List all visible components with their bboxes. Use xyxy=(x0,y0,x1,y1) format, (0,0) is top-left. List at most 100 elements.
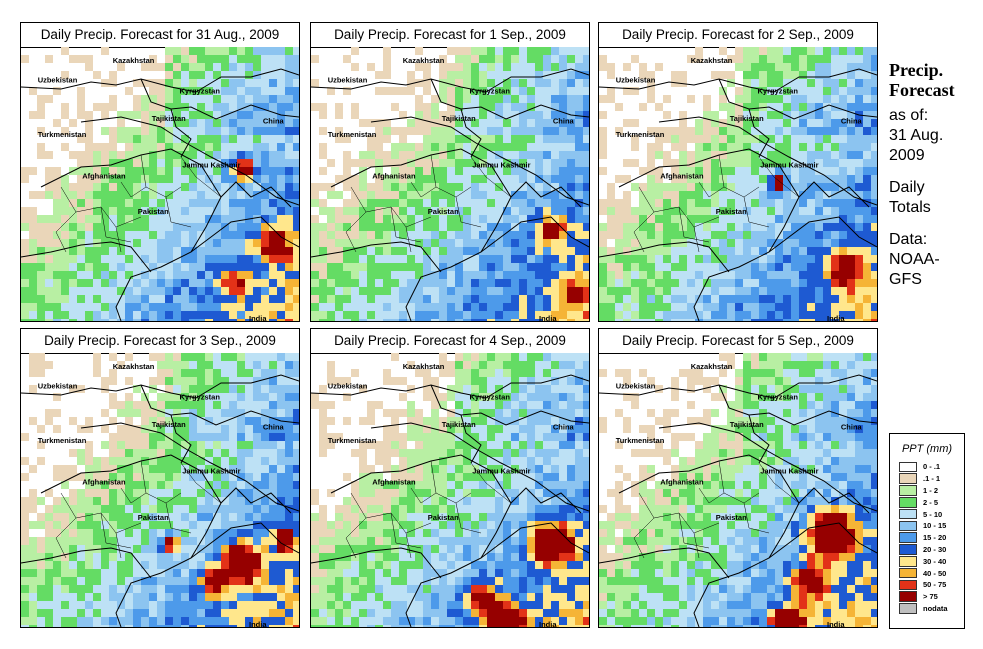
precip-cell xyxy=(253,449,261,457)
precip-cell xyxy=(831,175,839,183)
precip-cell xyxy=(165,271,173,279)
precip-cell xyxy=(189,215,197,223)
precip-cell xyxy=(181,143,189,151)
precip-cell xyxy=(359,465,367,473)
precip-cell xyxy=(93,593,101,601)
precip-cell xyxy=(599,135,607,143)
precip-cell xyxy=(311,191,319,199)
precip-cell xyxy=(839,263,847,271)
precip-cell xyxy=(253,127,261,135)
precip-cell xyxy=(237,553,245,561)
precip-cell xyxy=(157,239,165,247)
precip-cell xyxy=(775,71,783,79)
precip-cell xyxy=(117,569,125,577)
precip-cell xyxy=(311,239,319,247)
precip-cell xyxy=(141,199,149,207)
precip-cell xyxy=(277,497,285,505)
precip-cell xyxy=(503,473,511,481)
precip-cell xyxy=(189,71,197,79)
precip-cell xyxy=(655,247,663,255)
precip-cell xyxy=(863,151,871,159)
precip-cell xyxy=(815,231,823,239)
precip-cell xyxy=(623,175,631,183)
precip-cell xyxy=(519,513,527,521)
precip-cell xyxy=(269,263,277,271)
precip-cell xyxy=(261,175,269,183)
precip-cell xyxy=(783,279,791,287)
precip-cell xyxy=(391,255,399,263)
precip-cell xyxy=(863,279,871,287)
precip-cell xyxy=(277,521,285,529)
precip-cell xyxy=(623,87,631,95)
precip-cell xyxy=(743,47,751,55)
precip-cell xyxy=(631,215,639,223)
precip-cell xyxy=(855,55,863,63)
precip-cell xyxy=(703,119,711,127)
precip-cell xyxy=(839,287,847,295)
precip-cell xyxy=(375,159,383,167)
precip-cell xyxy=(61,593,69,601)
precip-cell xyxy=(61,191,69,199)
precip-cell xyxy=(37,151,45,159)
precip-cell xyxy=(503,215,511,223)
precip-cell xyxy=(695,279,703,287)
precip-cell xyxy=(559,231,567,239)
precip-cell xyxy=(423,377,431,385)
precip-cell xyxy=(423,311,431,319)
precip-cell xyxy=(711,247,719,255)
precip-cell xyxy=(141,207,149,215)
precip-cell xyxy=(447,255,455,263)
precip-cell xyxy=(165,529,173,537)
precip-cell xyxy=(759,111,767,119)
precip-cell xyxy=(85,135,93,143)
precip-cell xyxy=(229,79,237,87)
precip-cell xyxy=(847,231,855,239)
precip-cell xyxy=(45,175,53,183)
precip-cell xyxy=(391,87,399,95)
precip-cell xyxy=(679,143,687,151)
precip-cell xyxy=(133,143,141,151)
precip-cell xyxy=(447,417,455,425)
precip-cell xyxy=(85,191,93,199)
precip-cell xyxy=(125,561,133,569)
precip-cell xyxy=(101,191,109,199)
precip-cell xyxy=(311,271,319,279)
precip-cell xyxy=(823,103,831,111)
precip-cell xyxy=(439,441,447,449)
precip-cell xyxy=(495,279,503,287)
precip-cell xyxy=(245,183,253,191)
precip-cell xyxy=(253,95,261,103)
precip-cell xyxy=(503,521,511,529)
precip-cell xyxy=(391,417,399,425)
precip-cell xyxy=(197,159,205,167)
precip-cell xyxy=(407,263,415,271)
precip-cell xyxy=(503,369,511,377)
precip-cell xyxy=(383,303,391,311)
panel-title: Daily Precip. Forecast for 1 Sep., 2009 xyxy=(311,23,589,48)
precip-cell xyxy=(487,55,495,63)
precip-cell xyxy=(133,529,141,537)
precip-cell xyxy=(367,143,375,151)
precip-cell xyxy=(447,87,455,95)
precip-cell xyxy=(511,433,519,441)
precip-cell xyxy=(173,577,181,585)
precip-cell xyxy=(455,103,463,111)
precip-cell xyxy=(319,409,327,417)
precip-cell xyxy=(463,377,471,385)
precip-cell xyxy=(319,127,327,135)
precip-cell xyxy=(221,263,229,271)
precip-cell xyxy=(423,111,431,119)
precip-cell xyxy=(471,79,479,87)
precip-cell xyxy=(117,191,125,199)
precip-cell xyxy=(173,609,181,617)
precip-cell xyxy=(503,231,511,239)
precip-cell xyxy=(375,441,383,449)
precip-cell xyxy=(261,71,269,79)
precip-cell xyxy=(583,151,589,159)
precip-cell xyxy=(293,497,299,505)
precip-cell xyxy=(101,625,109,627)
precip-cell xyxy=(607,95,615,103)
precip-cell xyxy=(221,255,229,263)
precip-cell xyxy=(503,111,511,119)
precip-cell xyxy=(719,167,727,175)
